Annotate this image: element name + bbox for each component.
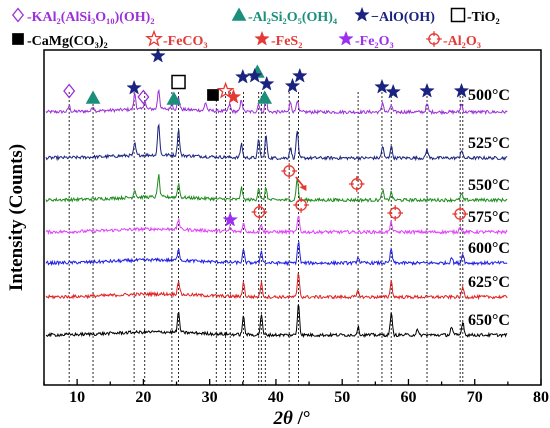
legend-label: -Al₂Si₂O₅(OH)₄ [248, 10, 338, 25]
star-filled-icon [385, 83, 402, 99]
series-line [45, 241, 508, 267]
legend-entry: -Al₂Si₂O₅(OH)₄ [231, 7, 338, 25]
legend-entry: -TiO₂ [450, 7, 500, 25]
legend-entry: -Fe₂O₃ [338, 30, 394, 49]
legend-entry: -Al₂O₃ [426, 31, 481, 49]
legend-label: -CaMg(CO₃)₂ [27, 34, 108, 49]
series-label: 650°C [468, 312, 510, 329]
series-label: 500°C [468, 87, 510, 104]
circle-cross-icon [426, 31, 442, 47]
square-filled-icon [12, 33, 24, 45]
circle-cross-icon [281, 163, 297, 179]
triangle-icon [166, 91, 182, 105]
series-line [45, 174, 508, 204]
series-line [45, 304, 508, 339]
x-axis-title: 2θ /° [272, 408, 310, 428]
series-label: 600°C [468, 240, 510, 257]
circle-cross-icon [387, 205, 404, 221]
annotation-arrow [295, 176, 305, 188]
x-tick-label: 40 [268, 389, 284, 406]
star-filled-icon [338, 30, 354, 46]
star-filled-icon [225, 88, 242, 104]
diamond-icon [137, 89, 150, 105]
star-filled-icon [222, 211, 239, 227]
square-open-icon [171, 74, 186, 90]
square-open-icon [450, 7, 466, 23]
series-line [45, 272, 508, 301]
legend-label: -KAl₂(AlSi₃O₁₀)(OH)₂ [27, 10, 155, 25]
circle-cross-icon [293, 197, 309, 213]
star-filled-icon [453, 82, 470, 98]
series-label: 525°C [468, 135, 510, 152]
x-tick-label: 50 [334, 389, 350, 406]
x-tick-label: 80 [533, 389, 549, 406]
diamond-icon [63, 83, 76, 99]
legend-entry: −AlO(OH) [354, 6, 435, 25]
axes: 10 20 30 40 50 60 70 80 2θ /° Intensity (Counts) [6, 49, 549, 428]
star-open-icon [145, 29, 163, 47]
square-filled-icon [207, 89, 219, 101]
x-tick-label: 60 [400, 389, 416, 406]
star-filled-icon [354, 6, 370, 22]
star-filled-icon [258, 75, 275, 91]
star-filled-icon [284, 77, 301, 93]
legend-label: -FeS₂ [271, 34, 302, 49]
x-tick-label: 10 [69, 389, 85, 406]
triangle-icon [85, 90, 101, 104]
series-line [45, 215, 508, 236]
legend-entry: -FeCO₃ [145, 29, 208, 49]
series-line [45, 123, 508, 162]
legend-label: -Fe₂O₃ [355, 34, 394, 49]
plot-area: 500°C 525°C 550°C 575°C 600°C 625°C 650°C [45, 47, 510, 385]
star-filled-icon [419, 82, 435, 98]
x-tick-label: 20 [135, 389, 151, 406]
star-filled-icon [291, 67, 308, 83]
legend-entry: -KAl₂(AlSi₃O₁₀)(OH)₂ [11, 7, 155, 25]
legend: -KAl₂(AlSi₃O₁₀)(OH)₂ -Al₂Si₂O₅(OH)₄ −AlO(O… [11, 6, 500, 49]
legend-label: -Al₂O₃ [443, 34, 481, 49]
series-label: 550°C [468, 177, 510, 194]
legend-entry: -FeS₂ [254, 30, 302, 49]
series-line [45, 88, 508, 116]
plot-frame [43, 49, 542, 386]
star-filled-icon [254, 30, 270, 46]
y-axis-title: Intensity (Counts) [6, 144, 27, 291]
circle-cross-icon [452, 206, 468, 222]
arrow-head-icon [299, 185, 307, 191]
legend-label: -FeCO₃ [163, 34, 208, 49]
legend-label: -TiO₂ [467, 10, 500, 25]
circle-cross-icon [348, 176, 365, 192]
series-label: 575°C [468, 209, 510, 226]
star-filled-icon [246, 67, 263, 83]
series-label: 625°C [468, 274, 510, 291]
star-filled-icon [126, 79, 142, 95]
star-open-icon [216, 81, 235, 99]
diamond-icon [11, 7, 25, 23]
triangle-icon [257, 90, 273, 104]
x-tick-label: 70 [467, 389, 483, 406]
legend-label: −AlO(OH) [371, 10, 435, 25]
triangle-icon [231, 7, 247, 21]
star-filled-icon [150, 47, 166, 63]
star-filled-icon [234, 68, 251, 84]
circle-cross-icon [251, 204, 268, 220]
x-tick-label: 30 [202, 389, 218, 406]
star-filled-icon [374, 78, 390, 94]
legend-entry: -CaMg(CO₃)₂ [12, 33, 108, 49]
